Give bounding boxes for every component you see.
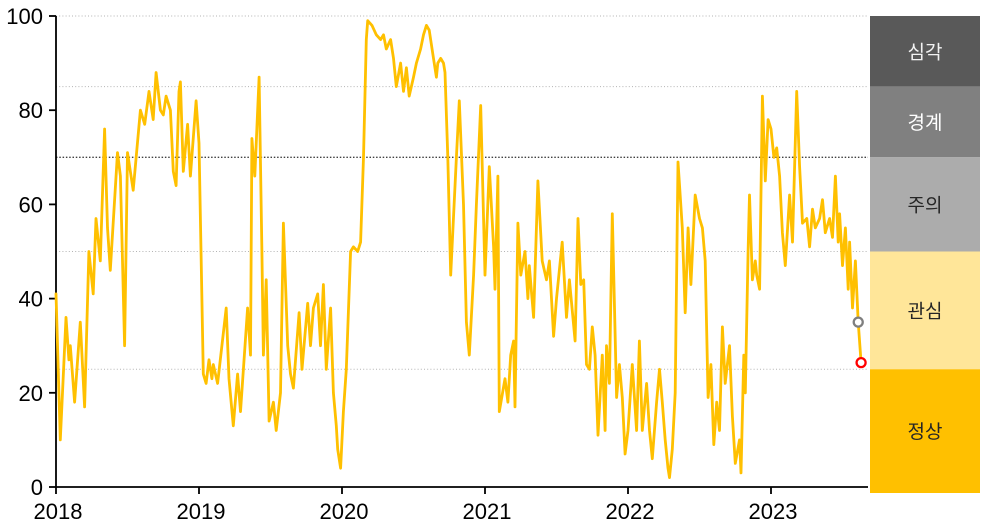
risk-band-1 [870, 86, 980, 158]
y-tick-label: 60 [19, 192, 43, 217]
risk-band-label: 주의 [908, 194, 943, 216]
risk-band-4 [870, 369, 980, 493]
y-tick-label: 100 [6, 4, 43, 29]
x-tick-label: 2020 [320, 499, 369, 524]
x-tick-label: 2023 [749, 499, 798, 524]
axes: 0 20 40 60 80 100 2018 2019 2020 2021 2022 2023 [6, 4, 868, 524]
risk-band-label: 정상 [908, 421, 943, 443]
previous-point-marker [852, 316, 864, 328]
y-tick-label: 40 [19, 287, 43, 312]
risk-band-3 [870, 251, 980, 370]
x-tick-label: 2022 [606, 499, 655, 524]
x-tick-label: 2021 [463, 499, 512, 524]
y-tick-label: 0 [31, 475, 43, 500]
latest-point-marker [855, 357, 867, 369]
risk-band-0 [870, 16, 980, 87]
x-tick-label: 2018 [34, 499, 83, 524]
risk-band-strip [870, 16, 980, 493]
risk-band-label: 경계 [908, 112, 943, 134]
index-line-path [54, 19, 863, 479]
x-tick-label: 2019 [177, 499, 226, 524]
y-tick-label: 80 [19, 98, 43, 123]
y-tick-label: 20 [19, 381, 43, 406]
risk-band-label: 관심 [908, 300, 943, 322]
index-line [54, 19, 863, 479]
risk-band-label: 심각 [908, 41, 943, 63]
end-markers [852, 316, 867, 369]
risk-band-2 [870, 157, 980, 252]
